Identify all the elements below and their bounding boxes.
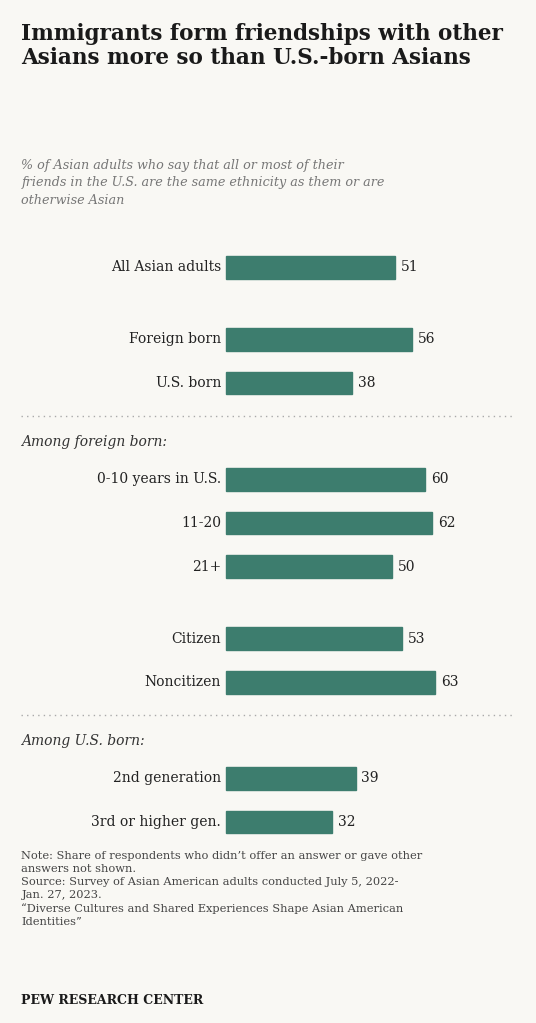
Bar — [226, 328, 412, 351]
Text: Foreign born: Foreign born — [129, 332, 221, 347]
Text: 51: 51 — [401, 261, 419, 274]
Text: 38: 38 — [358, 376, 376, 390]
Bar — [226, 767, 355, 790]
Text: Among U.S. born:: Among U.S. born: — [21, 735, 145, 748]
Text: 3rd or higher gen.: 3rd or higher gen. — [92, 815, 221, 829]
Bar — [226, 256, 396, 278]
Bar — [226, 371, 352, 395]
Text: Among foreign born:: Among foreign born: — [21, 435, 167, 449]
Text: Noncitizen: Noncitizen — [145, 675, 221, 690]
Text: 21+: 21+ — [192, 560, 221, 574]
Bar — [226, 811, 332, 834]
Text: PEW RESEARCH CENTER: PEW RESEARCH CENTER — [21, 994, 204, 1008]
Text: 32: 32 — [338, 815, 356, 829]
Bar — [226, 468, 425, 491]
Text: 53: 53 — [408, 631, 426, 646]
Text: 63: 63 — [441, 675, 459, 690]
Text: 2nd generation: 2nd generation — [113, 771, 221, 786]
Bar — [226, 512, 432, 534]
Text: 50: 50 — [398, 560, 415, 574]
Text: U.S. born: U.S. born — [156, 376, 221, 390]
Bar — [226, 555, 392, 578]
Text: 60: 60 — [431, 473, 449, 486]
Text: 56: 56 — [418, 332, 435, 347]
Text: Immigrants form friendships with other
Asians more so than U.S.-born Asians: Immigrants form friendships with other A… — [21, 23, 503, 70]
Text: Note: Share of respondents who didn’t offer an answer or gave other
answers not : Note: Share of respondents who didn’t of… — [21, 851, 423, 928]
Text: 11-20: 11-20 — [181, 516, 221, 530]
Text: 0-10 years in U.S.: 0-10 years in U.S. — [97, 473, 221, 486]
Text: 39: 39 — [361, 771, 379, 786]
Bar — [226, 627, 402, 650]
Text: 62: 62 — [438, 516, 456, 530]
Text: All Asian adults: All Asian adults — [111, 261, 221, 274]
Text: % of Asian adults who say that all or most of their
friends in the U.S. are the : % of Asian adults who say that all or mo… — [21, 159, 385, 207]
Text: Citizen: Citizen — [172, 631, 221, 646]
Bar — [226, 671, 435, 694]
